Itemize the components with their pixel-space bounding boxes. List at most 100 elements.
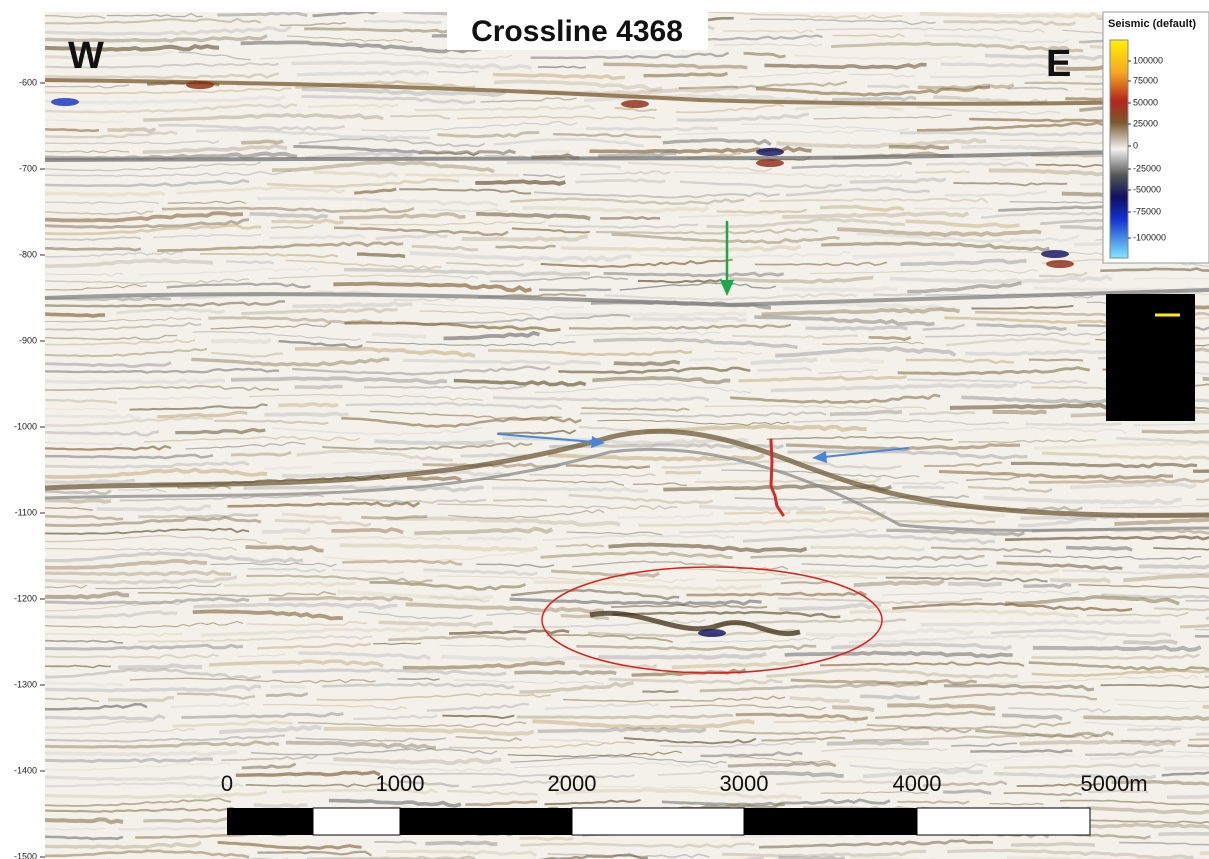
amplitude-anomaly	[186, 81, 214, 89]
colorbar-tick-label: 50000	[1133, 97, 1158, 107]
reflector	[614, 362, 680, 365]
colorbar-tick-label: 100000	[1133, 55, 1163, 65]
reflector	[45, 248, 141, 250]
reflector	[45, 314, 105, 316]
colorbar-tick-label: 25000	[1133, 118, 1158, 128]
reflector	[1066, 548, 1132, 551]
reflector	[270, 686, 306, 687]
tick-label: -1200	[14, 593, 37, 603]
reflector	[118, 665, 202, 667]
reflector	[278, 404, 338, 406]
reflector	[889, 146, 949, 148]
tick-label: -1000	[14, 421, 37, 431]
reflector	[269, 597, 413, 600]
colorbar-tick-label: 75000	[1133, 75, 1158, 85]
tick-label: -700	[19, 163, 37, 173]
reflector	[211, 340, 271, 343]
colorbar-tick-label: -100000	[1133, 232, 1166, 242]
reflector	[45, 500, 111, 502]
reflector	[108, 129, 156, 131]
colorbar	[1110, 40, 1128, 258]
reflector	[665, 472, 701, 473]
reflector	[295, 386, 343, 387]
reflector	[993, 412, 1047, 413]
reflector	[600, 217, 660, 219]
colorbar-tick-label: -50000	[1133, 184, 1161, 194]
reflector	[264, 414, 348, 416]
reflector	[425, 842, 497, 844]
amplitude-anomaly	[621, 100, 649, 108]
amplitude-anomaly	[1046, 260, 1074, 268]
tick-label: -1300	[14, 679, 37, 689]
reflector	[1029, 360, 1083, 361]
reflector	[468, 538, 522, 540]
reflector	[45, 480, 135, 483]
colorbar-tick-label: -25000	[1133, 163, 1161, 173]
reflector	[496, 246, 556, 248]
reflector	[642, 691, 678, 692]
colorbar-title: Seismic (default)	[1108, 18, 1196, 30]
reflector	[539, 289, 611, 290]
amplitude-anomaly	[698, 629, 726, 637]
reflector	[970, 750, 1072, 752]
reflector	[805, 327, 907, 329]
scale-label: 4000	[893, 771, 942, 796]
amplitude-anomaly	[51, 98, 79, 106]
amplitude-anomaly	[1041, 250, 1069, 258]
reflector	[1025, 424, 1121, 425]
reflector	[264, 467, 312, 469]
reflector	[1195, 636, 1209, 638]
reflector	[948, 584, 1002, 586]
reflector	[45, 572, 231, 575]
reflector	[475, 181, 565, 183]
scale-label: 3000	[720, 771, 769, 796]
tick-label: -900	[19, 335, 37, 345]
reflector	[1193, 471, 1209, 473]
reflector	[1011, 844, 1095, 846]
west-label: W	[68, 35, 104, 77]
reflector	[1033, 647, 1201, 650]
scale-segment	[227, 808, 313, 835]
scale-label: 5000m	[1080, 771, 1147, 796]
reflector	[867, 86, 909, 88]
scale-segment	[572, 808, 744, 835]
amplitude-anomaly	[756, 159, 784, 167]
seismic-view: -600 -700 -800 -900 -1000 -1100 -1200 -1300 -140…	[0, 0, 1209, 859]
scale-segment	[313, 808, 400, 835]
reflector	[45, 129, 99, 131]
reflector	[1083, 716, 1209, 719]
reflector	[514, 672, 616, 674]
scale-segment	[744, 808, 917, 835]
tick-label: -800	[19, 249, 37, 259]
colorbar-tick-label: -75000	[1133, 206, 1161, 216]
reflector	[45, 193, 165, 196]
reflector	[519, 838, 573, 839]
reflector	[902, 487, 944, 488]
title: Crossline 4368	[471, 15, 683, 48]
reflector	[461, 455, 527, 457]
reflector	[555, 313, 747, 316]
reflector	[374, 441, 494, 444]
tick-label: -1400	[14, 765, 37, 775]
colorbar-tick-label: 0	[1133, 140, 1138, 150]
scale-label: 1000	[376, 771, 425, 796]
amplitude-anomaly	[756, 148, 784, 156]
scale-label: 2000	[548, 771, 597, 796]
reflector	[1023, 585, 1071, 588]
scale-label: 0	[221, 771, 233, 796]
tick-label: -1100	[15, 507, 37, 517]
reflector	[689, 358, 737, 360]
reflector	[254, 805, 308, 807]
tick-label: -1500	[14, 851, 37, 859]
tick-label: -600	[19, 77, 37, 87]
reflector	[1020, 741, 1176, 745]
reflector	[765, 65, 927, 68]
east-label: E	[1046, 43, 1071, 85]
overview-box	[1106, 294, 1195, 421]
reflector	[827, 742, 929, 744]
scale-segment	[400, 808, 572, 835]
reflector	[45, 380, 225, 383]
reflector	[534, 151, 570, 152]
scale-bar	[227, 808, 1090, 835]
reflector	[241, 141, 283, 143]
